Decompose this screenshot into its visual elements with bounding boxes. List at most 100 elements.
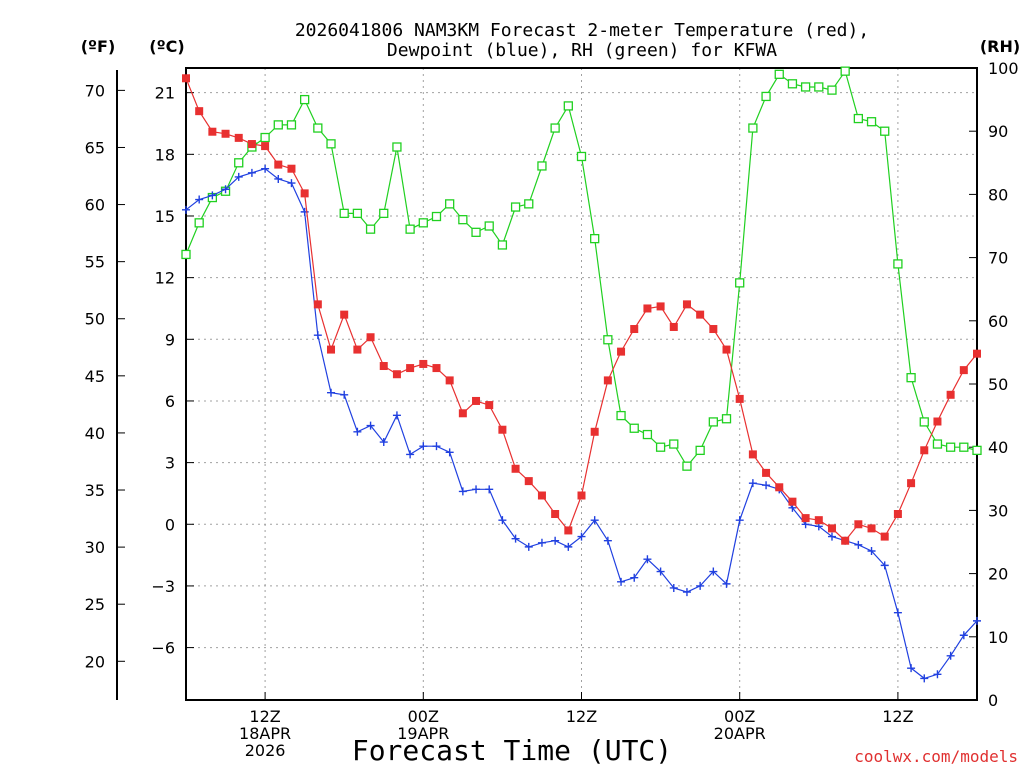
rh-point-42 [735,278,745,288]
dewpoint-point-39 [696,581,705,590]
dewpoint-point-42 [735,516,744,525]
rh-point-58 [945,442,956,452]
temperature-point-39 [696,310,705,319]
x-tick-label-0-2: 2026 [245,741,286,760]
dewpoint-point-40 [709,567,718,576]
dewpoint-point-11 [327,388,336,397]
dewpoint-point-5 [247,168,256,177]
temperature-point-41 [722,345,731,354]
series [181,66,982,683]
rh-point-17 [405,224,415,234]
rh-point-46 [787,79,798,89]
temperature-point-27 [537,491,546,500]
dewpoint-point-10 [313,331,322,340]
f-tick-label-5: 45 [85,367,105,386]
dewpoint-point-32 [603,536,612,545]
rh-tick-label-1: 90 [988,122,1008,141]
temperature-point-46 [788,497,797,506]
dewpoint-point-16 [392,411,401,420]
rh-point-43 [748,123,758,133]
rh-point-36 [655,442,666,452]
rh-point-19 [431,211,442,222]
tick-labels: 211815129630−3−6706560555045403530252010… [85,59,1019,760]
temperature-point-28 [551,509,560,518]
temperature-point-17 [406,364,415,373]
temperature-point-9 [300,189,309,198]
temperature-point-45 [775,483,784,492]
rh-point-6 [260,132,270,143]
rh-point-9 [299,94,310,105]
temperature-point-29 [564,526,573,535]
rh-point-38 [682,461,692,471]
x-tick-label-0-1: 18APR [239,724,291,743]
rh-point-50 [840,66,850,76]
rh-point-14 [365,224,376,234]
temperature-point-60 [973,349,981,358]
temperature-point-57 [933,417,942,426]
rh-tick-label-3: 70 [988,249,1008,268]
rh-point-53 [880,126,890,136]
temperature-point-11 [327,345,336,354]
c-tick-label-1: 18 [155,145,175,164]
dewpoint-point-0 [182,205,190,214]
f-tick-label-0: 70 [85,81,105,100]
temperature-point-2 [208,127,217,136]
plot-frame [185,67,978,701]
dewpoint-point-18 [419,442,428,451]
temperature-point-59 [959,366,968,375]
axes [116,67,978,701]
rh-point-16 [392,142,402,152]
fahrenheit-unit-label: (ºF) [81,37,116,56]
temperature-point-23 [485,401,494,410]
temperature-point-42 [735,394,744,403]
rh-tick-label-9: 10 [988,628,1008,647]
c-tick-label-7: 0 [165,515,175,534]
temperature-point-26 [524,477,533,486]
rh-point-31 [590,233,600,244]
dewpoint-point-20 [445,448,454,457]
temperature-point-14 [366,333,375,342]
rh-point-34 [629,423,639,433]
x-tick-label-1-0: 00Z [408,707,439,726]
c-tick-label-2: 15 [155,207,175,226]
dewpoint-point-28 [551,536,560,545]
f-tick-label-3: 55 [85,253,105,272]
dewpoint-point-19 [432,442,441,451]
temperature-point-10 [313,300,322,309]
temperature-point-13 [353,345,362,354]
dewpoint-point-23 [485,485,494,494]
x-tick-label-1-1: 19APR [397,724,449,743]
rh-point-24 [497,240,508,250]
rh-point-13 [352,208,363,219]
dewpoint-point-41 [722,579,731,588]
dewpoint-point-2 [208,191,217,200]
rh-point-21 [458,215,468,225]
rh-point-52 [866,117,877,127]
dewpoint-point-52 [867,546,876,555]
temperature-point-8 [287,164,296,173]
dewpoint-point-30 [577,532,586,541]
dewpoint-point-22 [472,485,481,494]
dewpoint-point-14 [366,421,375,430]
temperature-point-4 [234,133,243,142]
rh-point-57 [932,439,943,449]
dewpoint-point-31 [590,516,599,525]
rh-point-22 [471,227,481,237]
rh-point-40 [708,417,718,427]
rh-line [185,69,978,468]
rh-point-25 [510,202,521,212]
temperature-point-22 [472,396,481,405]
rh-tick-label-2: 80 [988,185,1008,204]
rh-point-49 [827,85,837,95]
dewpoint-point-51 [854,540,863,549]
temperature-point-0 [182,74,190,83]
rh-point-51 [853,113,863,124]
dewpoint-point-35 [643,555,652,564]
dewpoint-point-1 [195,195,204,204]
rh-point-8 [286,120,297,130]
temperature-point-33 [617,347,626,356]
temperature-point-5 [247,140,256,149]
f-tick-label-10: 20 [85,652,105,671]
dewpoint-point-58 [946,651,955,660]
